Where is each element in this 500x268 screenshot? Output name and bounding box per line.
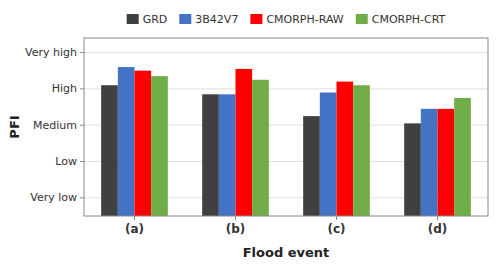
x-tick <box>336 216 337 220</box>
bar <box>135 71 152 216</box>
bar <box>219 94 236 216</box>
x-tick-label: (b) <box>226 222 246 236</box>
x-tick <box>437 216 438 220</box>
bar <box>202 94 219 216</box>
bar <box>438 109 455 216</box>
y-axis: Very low Low Medium High Very high <box>25 46 84 204</box>
bar <box>303 116 320 216</box>
legend-swatch <box>127 14 139 24</box>
y-tick-label: Low <box>55 155 77 168</box>
y-tick <box>80 125 84 126</box>
x-tick-label: (a) <box>125 222 144 236</box>
x-tick-label: (d) <box>428 222 448 236</box>
y-tick-label: Very high <box>25 46 77 59</box>
bar <box>454 98 471 216</box>
y-tick <box>80 88 84 89</box>
y-tick-label: Very low <box>30 191 77 204</box>
bar <box>421 109 438 216</box>
legend-label: 3B42V7 <box>195 13 238 26</box>
x-axis-label: Flood event <box>243 245 330 260</box>
bar <box>151 76 168 216</box>
bar <box>236 69 253 216</box>
y-tick-label: High <box>52 82 77 95</box>
plot-frame <box>84 38 488 216</box>
bar <box>320 92 337 216</box>
legend-swatch <box>250 14 262 24</box>
legend-swatch <box>356 14 368 24</box>
y-tick <box>80 52 84 53</box>
bar <box>353 85 370 216</box>
legend-label: CMORPH-CRT <box>372 13 446 26</box>
x-axis: (a) (b) (c) (d) <box>125 216 447 236</box>
legend-label: CMORPH-RAW <box>266 13 343 26</box>
y-axis-label: PFI <box>7 115 22 138</box>
grid-line <box>84 52 488 53</box>
bar <box>101 85 118 216</box>
bar <box>404 123 421 216</box>
legend-label: GRD <box>143 13 168 26</box>
bar <box>337 82 354 216</box>
x-tick-label: (c) <box>327 222 345 236</box>
bar <box>252 80 269 216</box>
x-tick <box>235 216 236 220</box>
legend: GRD 3B42V7 CMORPH-RAW CMORPH-CRT <box>127 13 446 26</box>
y-tick <box>80 161 84 162</box>
bars <box>101 67 471 216</box>
legend-swatch <box>179 14 191 24</box>
bar <box>118 67 135 216</box>
y-tick-label: Medium <box>33 119 77 132</box>
x-tick <box>134 216 135 220</box>
y-tick <box>80 197 84 198</box>
chart: Very lowLowMediumHighVery high(a)(b)(c)(… <box>0 0 500 268</box>
